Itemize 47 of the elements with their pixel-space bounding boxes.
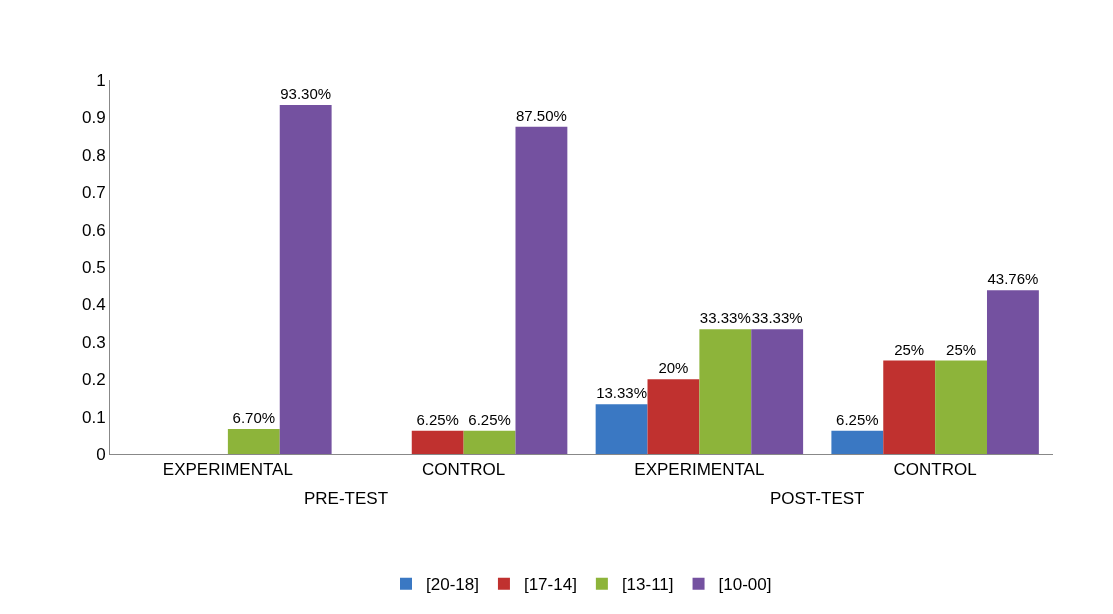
data-label: 93.30%	[280, 85, 332, 103]
data-label: 13.33%	[596, 384, 648, 402]
x-tick-label: EXPERIMENTAL	[634, 460, 765, 480]
data-label: 43.76%	[987, 270, 1039, 288]
data-label: 6.25%	[416, 410, 459, 428]
bar	[751, 329, 804, 454]
bar	[595, 404, 648, 454]
x-tick-label: CONTROL	[422, 460, 506, 480]
bar	[227, 428, 280, 454]
bar	[647, 379, 700, 454]
x-tick-label: EXPERIMENTAL	[162, 460, 293, 480]
y-tick-label: 0.3	[81, 332, 106, 352]
y-tick-label: 0.6	[81, 220, 106, 240]
bar	[986, 290, 1039, 454]
data-label: 87.50%	[515, 106, 567, 124]
y-tick-label: 0.8	[81, 145, 106, 165]
data-label: 6.25%	[468, 410, 511, 428]
y-tick-label: 1	[96, 70, 106, 90]
data-label: 33.33%	[751, 309, 803, 327]
x-tick-label: CONTROL	[893, 460, 977, 480]
bar	[515, 126, 568, 454]
data-label: 20%	[658, 359, 689, 377]
y-tick-label: 0.9	[81, 108, 106, 128]
bar	[883, 360, 936, 454]
y-tick-label: 0	[96, 444, 106, 464]
y-tick-label: 0.7	[81, 183, 106, 203]
bar	[279, 105, 332, 454]
data-label: 6.25%	[836, 410, 879, 428]
bar	[935, 360, 987, 454]
legend-label: [20-18]	[426, 575, 479, 595]
text: POST-TEST	[770, 489, 865, 508]
legend-label: [17-14]	[523, 575, 577, 595]
data-label: 25%	[894, 340, 925, 358]
bar	[699, 329, 752, 454]
data-label: 6.70%	[232, 408, 276, 426]
bar	[463, 430, 516, 454]
data-label: 33.33%	[699, 309, 751, 327]
legend-label: [10-00]	[718, 575, 772, 595]
data-label: 25%	[946, 340, 977, 358]
legend-label: [13-11]	[621, 575, 674, 595]
y-tick-label: 0.1	[81, 407, 106, 427]
bar	[411, 430, 464, 454]
bar	[831, 430, 884, 454]
y-tick-label: 0.5	[81, 257, 106, 277]
y-tick-label: 0.2	[81, 370, 106, 390]
y-tick-label: 0.4	[81, 295, 106, 315]
text: PRE-TEST	[304, 489, 389, 508]
